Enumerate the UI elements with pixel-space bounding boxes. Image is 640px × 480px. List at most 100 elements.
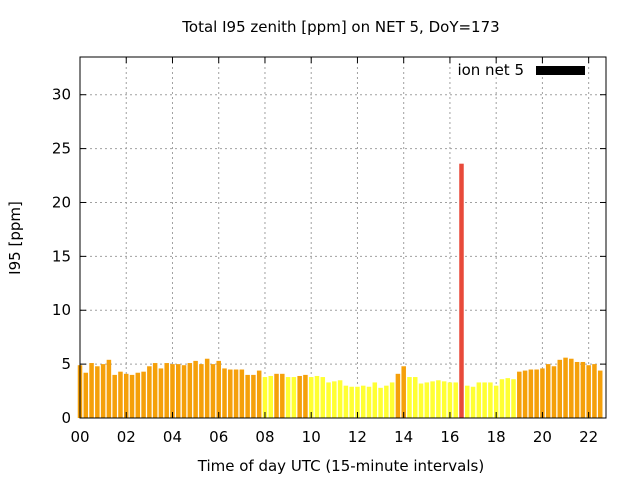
bar xyxy=(320,377,326,418)
bar xyxy=(465,385,470,418)
bar xyxy=(592,364,597,418)
bar xyxy=(482,382,487,418)
bar xyxy=(326,382,331,418)
bar xyxy=(141,371,146,418)
bar xyxy=(488,382,493,418)
bar xyxy=(574,361,580,418)
bar xyxy=(522,370,528,418)
bar xyxy=(534,369,539,418)
bar xyxy=(430,381,435,418)
bar xyxy=(418,383,424,418)
bar xyxy=(112,374,117,418)
bar xyxy=(580,361,586,418)
bar xyxy=(158,368,164,418)
axis-ticks xyxy=(79,57,606,419)
bar xyxy=(586,365,591,418)
bar xyxy=(187,363,193,418)
bar xyxy=(360,385,366,418)
bar xyxy=(129,374,135,418)
bar xyxy=(170,364,175,418)
bar xyxy=(447,382,453,418)
bar xyxy=(210,364,216,418)
x-tick-label: 06 xyxy=(209,428,228,446)
chart-title: Total I95 zenith [ppm] on NET 5, DoY=173 xyxy=(181,18,499,36)
bar xyxy=(181,365,187,418)
bar xyxy=(83,372,89,418)
bars xyxy=(77,163,603,418)
y-axis-label: I95 [ppm] xyxy=(6,201,24,275)
bar xyxy=(384,385,389,418)
y-tick-label: 10 xyxy=(52,301,71,319)
x-axis-label: Time of day UTC (15-minute intervals) xyxy=(197,457,484,475)
x-tick-label: 12 xyxy=(348,428,367,446)
bar xyxy=(228,369,233,418)
bar xyxy=(256,370,262,418)
bar xyxy=(95,366,100,418)
x-tick-label: 16 xyxy=(440,428,459,446)
bar xyxy=(123,373,129,418)
y-tick-label: 30 xyxy=(52,86,71,104)
x-tick-label: 18 xyxy=(487,428,506,446)
bar xyxy=(459,163,464,418)
bar xyxy=(511,379,516,418)
bar xyxy=(245,374,250,418)
bar xyxy=(135,372,141,418)
bar xyxy=(597,370,603,418)
bar xyxy=(147,366,152,418)
legend-label: ion net 5 xyxy=(457,61,524,79)
bar xyxy=(545,364,551,418)
bar xyxy=(424,382,430,418)
bar xyxy=(332,381,337,418)
bar xyxy=(216,360,221,418)
bar xyxy=(517,371,522,418)
legend-swatch xyxy=(536,66,585,75)
bar xyxy=(343,385,349,418)
bar xyxy=(274,373,279,418)
bar xyxy=(407,377,412,418)
x-tick-label: 04 xyxy=(163,428,182,446)
bar xyxy=(204,358,210,418)
y-tick-label: 5 xyxy=(61,355,71,373)
bar xyxy=(337,380,343,418)
y-tick-label: 25 xyxy=(52,140,71,158)
bar xyxy=(453,382,458,418)
y-tick-label: 20 xyxy=(52,193,71,211)
bar xyxy=(285,377,291,418)
bar xyxy=(395,373,401,418)
x-tick-label: 22 xyxy=(579,428,598,446)
x-tick-label: 14 xyxy=(394,428,413,446)
bar xyxy=(389,382,395,418)
bar xyxy=(557,359,563,418)
x-tick-label: 10 xyxy=(302,428,321,446)
legend: ion net 5 xyxy=(457,61,585,79)
bar xyxy=(505,378,510,418)
bar xyxy=(366,386,372,418)
bar xyxy=(349,386,354,418)
bar xyxy=(493,385,499,418)
bar xyxy=(106,359,112,418)
bar xyxy=(540,368,545,418)
bar xyxy=(262,377,268,418)
bar xyxy=(199,364,204,418)
bar xyxy=(100,364,106,418)
bar xyxy=(412,377,418,418)
bar xyxy=(251,374,256,418)
bar xyxy=(355,386,360,418)
bar xyxy=(314,375,320,418)
bar xyxy=(436,380,441,418)
bar xyxy=(89,363,94,418)
bar xyxy=(569,358,574,418)
bar xyxy=(280,373,285,418)
bar xyxy=(239,369,245,418)
tick-labels: 0 5 10 15 20 25 30 00 02 04 06 08 10 12 14 16 18 20 22 xyxy=(52,86,598,446)
bar xyxy=(222,368,227,418)
bar xyxy=(176,364,181,418)
bar xyxy=(118,371,123,418)
bar xyxy=(152,363,158,418)
x-tick-label: 08 xyxy=(255,428,274,446)
bar xyxy=(528,369,534,418)
bar xyxy=(372,382,378,418)
bar xyxy=(303,374,308,418)
y-tick-label: 15 xyxy=(52,247,71,265)
